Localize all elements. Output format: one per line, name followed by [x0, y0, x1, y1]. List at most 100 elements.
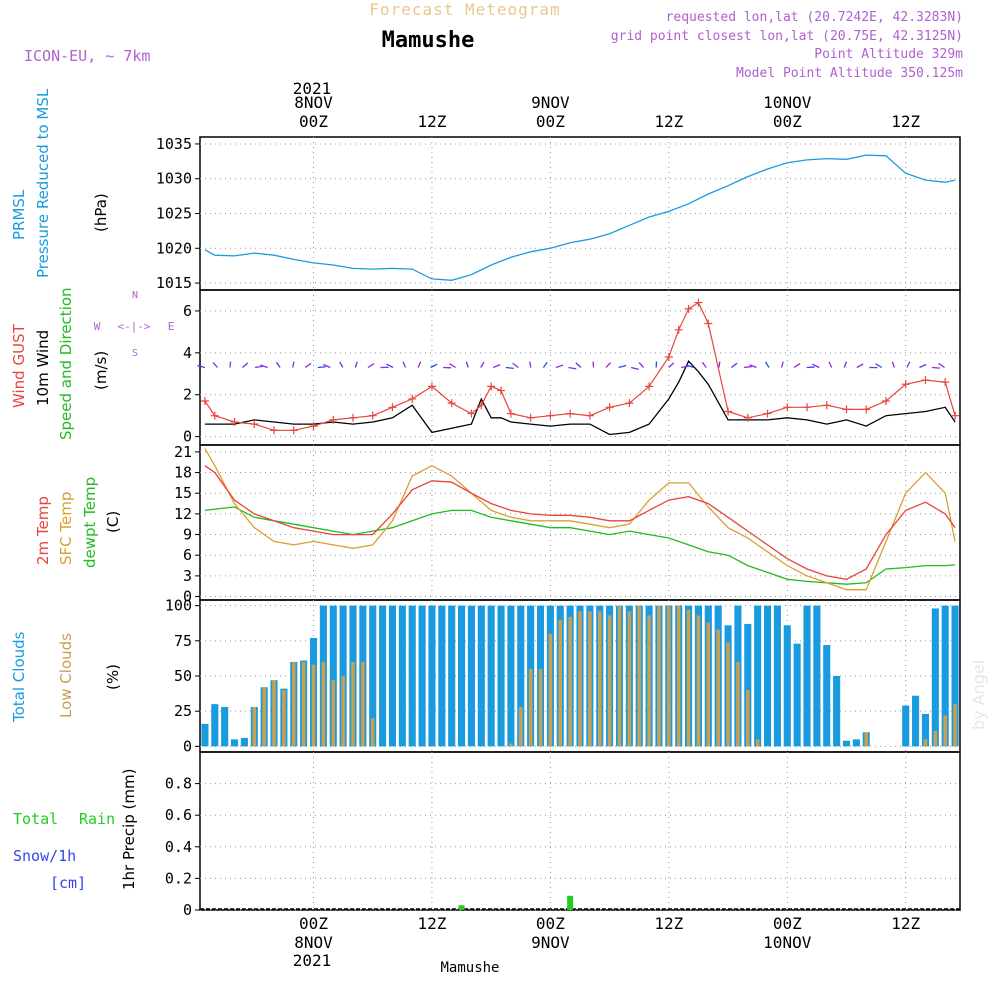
total-cloud-bar: [852, 739, 860, 747]
low-cloud-bar: [519, 706, 523, 747]
wind-barb: [317, 366, 326, 369]
wind-barb: [686, 364, 694, 369]
gust-marker: [210, 411, 219, 420]
wind-barb: [555, 364, 564, 369]
hpa-label: (hPa): [92, 193, 110, 232]
low-cloud-bar: [923, 739, 928, 747]
wind-barb: [718, 361, 721, 368]
gust-marker: [743, 413, 752, 422]
y-tick-label: 1025: [156, 205, 192, 223]
gust-marker: [546, 411, 555, 420]
footer-name: Mamushe: [440, 960, 499, 976]
gust-marker: [329, 415, 338, 424]
gust-marker: [763, 409, 772, 418]
total-cloud-bar: [803, 605, 811, 747]
gust-marker: [694, 298, 703, 307]
ms-label: (m/s): [92, 351, 110, 390]
wind-barb: [618, 364, 627, 369]
panels: 1015102010251030103502460369121518210255…: [156, 135, 961, 919]
wind-speed-dir-label: Speed and Direction: [57, 287, 75, 440]
low-cloud-bar: [252, 706, 257, 747]
low-cloud-bar: [755, 739, 760, 747]
gust-marker: [467, 409, 476, 418]
dewpt-temp-label: dewpt Temp: [81, 477, 99, 568]
bottom-hour-label: 00Z: [773, 914, 802, 933]
total-cloud-bar: [388, 605, 397, 747]
wind-barb: [749, 364, 757, 369]
gust-marker: [497, 386, 506, 395]
wind-barb: [242, 362, 249, 368]
gust-marker: [506, 409, 515, 418]
gust-marker: [803, 403, 812, 412]
wind-barb: [292, 361, 295, 368]
gust-marker: [250, 420, 259, 429]
wind-barb: [402, 361, 407, 368]
wind-barb: [505, 366, 514, 369]
y-tick-label: 1030: [156, 170, 192, 188]
y-tick-label: 0.2: [165, 869, 192, 887]
low-cloud-bar: [647, 615, 651, 747]
wind-barb: [542, 361, 548, 368]
total-cloud-bar: [763, 605, 772, 747]
low-cloud-bar: [617, 605, 622, 747]
watermark: by Angel: [969, 660, 988, 730]
bottom-date-label: 8NOV: [294, 933, 333, 952]
chart-title: Mamushe: [382, 28, 475, 53]
gust-marker: [270, 426, 279, 435]
low-cloud-bar: [953, 704, 957, 747]
y-tick-label: 100: [165, 597, 192, 615]
wind-barb: [919, 363, 927, 369]
wind-barb: [197, 364, 206, 369]
y-tick-label: 0: [183, 737, 192, 755]
gust-marker: [368, 411, 377, 420]
gust-marker: [605, 403, 614, 412]
gust-marker: [477, 401, 486, 410]
temperature-panel: 0 3 6 9 12 15 18 21: [174, 443, 961, 606]
total-cloud-bar: [931, 608, 939, 747]
gust-marker: [487, 382, 496, 391]
wind-barb: [568, 366, 577, 370]
y-tick-label: 25: [174, 702, 192, 720]
temp2m-line: [204, 465, 956, 580]
wind-barb: [354, 361, 358, 368]
wind-barb: [367, 363, 375, 369]
total-cloud-bar: [477, 605, 485, 747]
low-cloud-bar: [509, 743, 513, 747]
precipitation-panel: 0 0.2 0.4 0.6 0.8: [165, 751, 961, 919]
low-cloud-bar: [667, 605, 671, 747]
y-tick-label: 1035: [156, 135, 192, 153]
wind-barb: [260, 364, 268, 369]
gust-marker: [309, 422, 318, 431]
low-cloud-bar: [361, 661, 365, 747]
low-clouds-label: Low Clouds: [57, 633, 75, 718]
low-cloud-bar: [311, 664, 316, 747]
total-cloud-bar: [813, 605, 821, 747]
total-cloud-bar: [458, 605, 466, 747]
precipitation-frame: [199, 751, 961, 911]
low-cloud-bar: [657, 605, 661, 747]
wind-barb: [793, 363, 801, 369]
gust-marker: [822, 401, 831, 410]
precip-bar: [567, 895, 574, 910]
total-cloud-bar: [487, 605, 495, 747]
low-cloud-bar: [282, 690, 286, 747]
total-cloud-bar: [379, 605, 387, 747]
y-tick-label: 3: [183, 567, 192, 585]
wind-barb: [828, 361, 833, 368]
wind-barb: [938, 362, 945, 369]
low-cloud-bar: [686, 609, 691, 747]
top-year: 2021: [293, 79, 332, 98]
wind-barb: [386, 363, 394, 369]
total-cloud-bar: [793, 643, 801, 747]
wind-barb: [668, 362, 675, 368]
wind-barb: [780, 361, 784, 368]
gust-marker: [724, 407, 733, 416]
bottom-hour-label: 12Z: [417, 914, 446, 933]
gust-marker: [862, 405, 871, 414]
bottom-hour-label: 12Z: [654, 914, 683, 933]
wind-barb: [906, 361, 911, 368]
wind-barb: [480, 361, 485, 368]
gust-marker: [704, 319, 713, 328]
